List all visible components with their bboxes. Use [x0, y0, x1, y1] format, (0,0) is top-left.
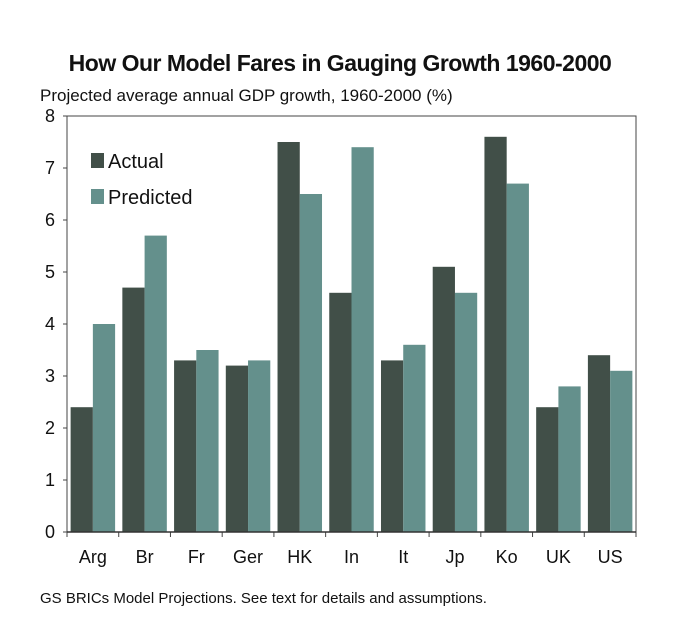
bar-actual-in: [329, 292, 352, 532]
chart-footer: GS BRICs Model Projections. See text for…: [40, 590, 487, 607]
bar-actual-ger: [225, 365, 249, 532]
x-tick-label: UK: [546, 547, 571, 567]
y-tick-label: 4: [45, 314, 55, 334]
bar-predicted-fr: [196, 350, 219, 532]
legend-swatch-predicted: [91, 189, 104, 204]
bar-actual-uk: [536, 407, 559, 532]
bar-predicted-hk: [299, 194, 323, 532]
bar-predicted-it: [403, 344, 426, 532]
bar-predicted-jp: [454, 292, 478, 532]
x-tick-label: Jp: [445, 547, 464, 567]
x-tick-label: It: [398, 547, 408, 567]
legend-label-predicted: Predicted: [108, 187, 193, 209]
legend-swatch-actual: [91, 153, 104, 168]
y-tick-label: 3: [45, 366, 55, 386]
y-tick-label: 8: [45, 106, 55, 126]
y-tick-label: 6: [45, 210, 55, 230]
x-tick-label: HK: [287, 547, 312, 567]
bar-predicted-arg: [92, 324, 116, 532]
legend-label-actual: Actual: [108, 151, 164, 173]
x-tick-label: Ger: [233, 547, 263, 567]
bar-predicted-uk: [558, 386, 581, 532]
chart-subtitle: Projected average annual GDP growth, 196…: [40, 86, 453, 105]
bar-predicted-br: [144, 235, 167, 532]
y-tick-label: 1: [45, 470, 55, 490]
bar-actual-ko: [484, 136, 507, 533]
bar-predicted-us: [610, 370, 633, 532]
bar-actual-jp: [432, 266, 455, 532]
y-tick-label: 0: [45, 522, 55, 542]
bar-actual-br: [122, 287, 145, 532]
bar-actual-hk: [277, 142, 300, 532]
x-tick-label: Fr: [188, 547, 205, 567]
bar-actual-fr: [174, 360, 197, 532]
y-tick-label: 5: [45, 262, 55, 282]
bar-predicted-ko: [506, 183, 529, 532]
x-tick-label: Br: [136, 547, 154, 567]
bar-actual-arg: [70, 407, 93, 532]
chart-title: How Our Model Fares in Gauging Growth 19…: [68, 50, 612, 76]
bar-predicted-in: [351, 147, 374, 532]
x-tick-label: US: [598, 547, 623, 567]
x-tick-label: Ko: [496, 547, 518, 567]
y-tick-label: 2: [45, 418, 55, 438]
y-tick-label: 7: [45, 158, 55, 178]
x-tick-label: In: [344, 547, 359, 567]
bar-actual-it: [380, 360, 404, 532]
x-tick-label: Arg: [79, 547, 107, 567]
bar-actual-us: [587, 355, 611, 532]
bar-predicted-ger: [248, 360, 271, 532]
